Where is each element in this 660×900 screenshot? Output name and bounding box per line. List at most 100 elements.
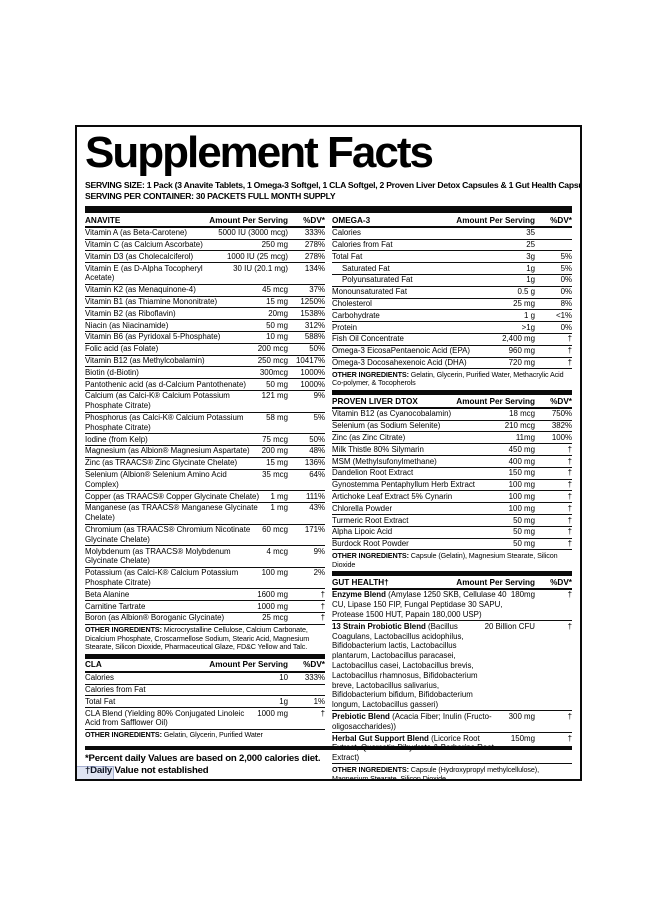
nutrient-dv: † — [567, 590, 572, 600]
nutrient-row: Beta Alanine 1600 mg † — [85, 589, 325, 602]
nutrient-row: Pantothenic acid (as d-Calcium Pantothen… — [85, 379, 325, 391]
nutrient-dv: 111% — [305, 491, 325, 501]
nutrient-amount: 1g — [526, 263, 535, 273]
nutrient-name: Selenium (Albion® Selenium Amino Acid Co… — [85, 470, 227, 489]
nutrient-dv: 750% — [551, 409, 572, 419]
footnote-percent-dv: *Percent daily Values are based on 2,000… — [85, 753, 321, 764]
nutrient-name: Gynostemma Pentaphyllum Herb Extract — [332, 480, 475, 490]
nutrient-dv: 0% — [560, 322, 572, 332]
nutrient-name: Beta Alanine — [85, 589, 130, 599]
footnote-dv-not-established: †Daily Value not established — [85, 765, 209, 776]
nutrient-amount: 5000 IU (3000 mcg) — [218, 228, 288, 238]
nutrient-amount: 720 mg — [508, 358, 535, 368]
nutrient-row: Calories from Fat — [85, 685, 325, 697]
nutrient-row: Selenium (Albion® Selenium Amino Acid Co… — [85, 470, 325, 492]
scan-artifact — [77, 766, 114, 779]
nutrient-dv: 0% — [560, 275, 572, 285]
nutrient-row: Calories 10 333% — [85, 673, 325, 685]
nutrient-row: Zinc (as Zinc Citrate) 11mg 100% — [332, 432, 572, 445]
nutrient-dv: 1% — [313, 696, 325, 706]
nutrient-amount: 35 mcg — [262, 470, 288, 480]
nutrient-name: Vitamin D3 (as Cholecalciferol) — [85, 251, 194, 261]
nutrient-row: Vitamin B2 (as Riboflavin) 20mg 1538% — [85, 308, 325, 321]
nutrient-amount: 150 mg — [508, 468, 535, 478]
nutrient-amount: 1 mg — [270, 491, 288, 501]
footer-divider-bar — [85, 746, 572, 750]
nutrient-row: Vitamin B6 (as Pyridoxal 5-Phosphate) 10 … — [85, 332, 325, 344]
nutrient-amount: 25 — [526, 240, 535, 250]
amount-column-header: Amount Per Serving — [456, 577, 535, 587]
nutrient-name: Omega-3 EicosaPentaenoic Acid (EPA) — [332, 346, 471, 356]
nutrient-dv: 37% — [309, 285, 325, 295]
nutrient-row: Biotin (d-Biotin) 300mcg 1000% — [85, 367, 325, 380]
nutrient-dv: 1250% — [300, 297, 325, 307]
section-bar-cla — [85, 653, 325, 659]
nutrient-amount: 4 mcg — [266, 546, 289, 556]
nutrient-row: Monounsaturated Fat 0.5 g 0% — [332, 287, 572, 299]
nutrient-dv: 5% — [560, 251, 572, 261]
nutrient-amount: 1g — [279, 696, 288, 706]
nutrient-amount: 200 mg — [261, 446, 288, 456]
nutrient-row: Gynostemma Pentaphyllum Herb Extract 100 … — [332, 480, 572, 492]
nutrient-amount: 20mg — [268, 308, 288, 318]
nutrient-row: 13 Strain Probiotic Blend (Bacillus Coag… — [332, 621, 572, 712]
nutrient-dv: † — [567, 358, 572, 368]
nutrient-amount: 200 mcg — [257, 344, 288, 354]
nutrient-amount: 1 mg — [270, 503, 288, 513]
nutrient-row: Vitamin D3 (as Cholecalciferol) 1000 IU (… — [85, 251, 325, 264]
nutrient-amount: 50 mg — [266, 320, 288, 330]
amount-column-header: Amount Per Serving — [209, 660, 288, 670]
nutrient-name: Potassium (as Calci-K® Calcium Potassium… — [85, 568, 239, 587]
nutrient-name: Protein — [332, 322, 358, 332]
nutrient-name: Vitamin B12 (as Methylcobalamin) — [85, 356, 205, 366]
nutrient-name: Turmeric Root Extract — [332, 515, 409, 525]
nutrient-row: Iodine (from Kelp) 75 mcg 50% — [85, 434, 325, 446]
nutrient-dv: 50% — [309, 434, 325, 444]
nutrient-amount: 60 mcg — [262, 525, 288, 535]
nutrient-amount: 75 mcg — [262, 434, 288, 444]
nutrient-amount: 1000 mg — [257, 601, 288, 611]
nutrient-name: Carnitine Tartrate — [85, 601, 146, 611]
nutrient-dv: † — [567, 527, 572, 537]
section-liver-dtox: PROVEN LIVER DTOX Amount Per Serving %DV* V… — [332, 396, 572, 569]
servings-per-container-line: SERVING PER CONTAINER: 30 PACKETS FULL M… — [85, 191, 336, 201]
nutrient-row: Saturated Fat 1g 5% — [332, 263, 572, 275]
nutrient-dv: 312% — [304, 320, 325, 330]
nutrient-name: Copper (as TRAACS® Copper Glycinate Chel… — [85, 491, 260, 501]
other-ingredients-label: OTHER INGREDIENTS: — [332, 764, 411, 774]
nutrient-amount: 50 mg — [513, 539, 535, 549]
nutrient-name: Biotin (d-Biotin) — [85, 367, 139, 377]
section-title: OMEGA-3 — [332, 215, 371, 225]
section-header-gut-health: GUT HEALTH† Amount Per Serving %DV* — [332, 577, 572, 590]
other-ingredients-anavite: OTHER INGREDIENTS: Microcrystalline Cell… — [85, 625, 310, 652]
nutrient-dv: 1538% — [300, 308, 325, 318]
nutrient-name: Cholesterol — [332, 299, 372, 309]
nutrient-amount: 10 mg — [266, 332, 288, 342]
other-ingredients-label: OTHER INGREDIENTS: — [332, 550, 411, 560]
nutrient-amount: 58 mg — [266, 413, 288, 423]
header-divider-bar — [85, 206, 572, 213]
other-ingredients-omega3: OTHER INGREDIENTS: Gelatin, Glycerin, Pu… — [332, 369, 564, 388]
nutrient-name: Omega-3 Docosahexenoic Acid (DHA) — [332, 358, 467, 368]
nutrient-amount: 250 mcg — [257, 356, 288, 366]
nutrient-row: Polyunsaturated Fat 1g 0% — [332, 275, 572, 287]
section-bar-liver-dtox — [332, 390, 572, 396]
nutrient-dv: 64% — [309, 470, 325, 480]
nutrient-amount: 30 IU (20.1 mg) — [233, 263, 288, 273]
nutrient-name: Folic acid (as Folate) — [85, 344, 159, 354]
nutrient-dv: † — [567, 468, 572, 478]
dv-column-header: %DV* — [303, 215, 325, 225]
nutrient-dv: † — [567, 491, 572, 501]
nutrient-name: Total Fat — [332, 251, 363, 261]
nutrient-dv: 0% — [560, 287, 572, 297]
dv-column-header: %DV* — [550, 396, 572, 406]
nutrient-row: Omega-3 Docosahexenoic Acid (DHA) 720 mg † — [332, 358, 572, 370]
section-gut-health: GUT HEALTH† Amount Per Serving %DV* Enzyme … — [332, 577, 572, 779]
nutrient-amount: 180mg — [510, 590, 535, 600]
nutrient-name: Alpha Lipoic Acid — [332, 527, 393, 537]
other-ingredients-cla: OTHER INGREDIENTS: Gelatin, Glycerin, Pu… — [85, 730, 263, 740]
nutrient-dv: † — [567, 733, 572, 743]
nutrient-amount: 100 mg — [261, 568, 288, 578]
right-column: OMEGA-3 Amount Per Serving %DV* Calories 35 C… — [332, 215, 572, 779]
nutrient-name: Iodine (from Kelp) — [85, 434, 148, 444]
